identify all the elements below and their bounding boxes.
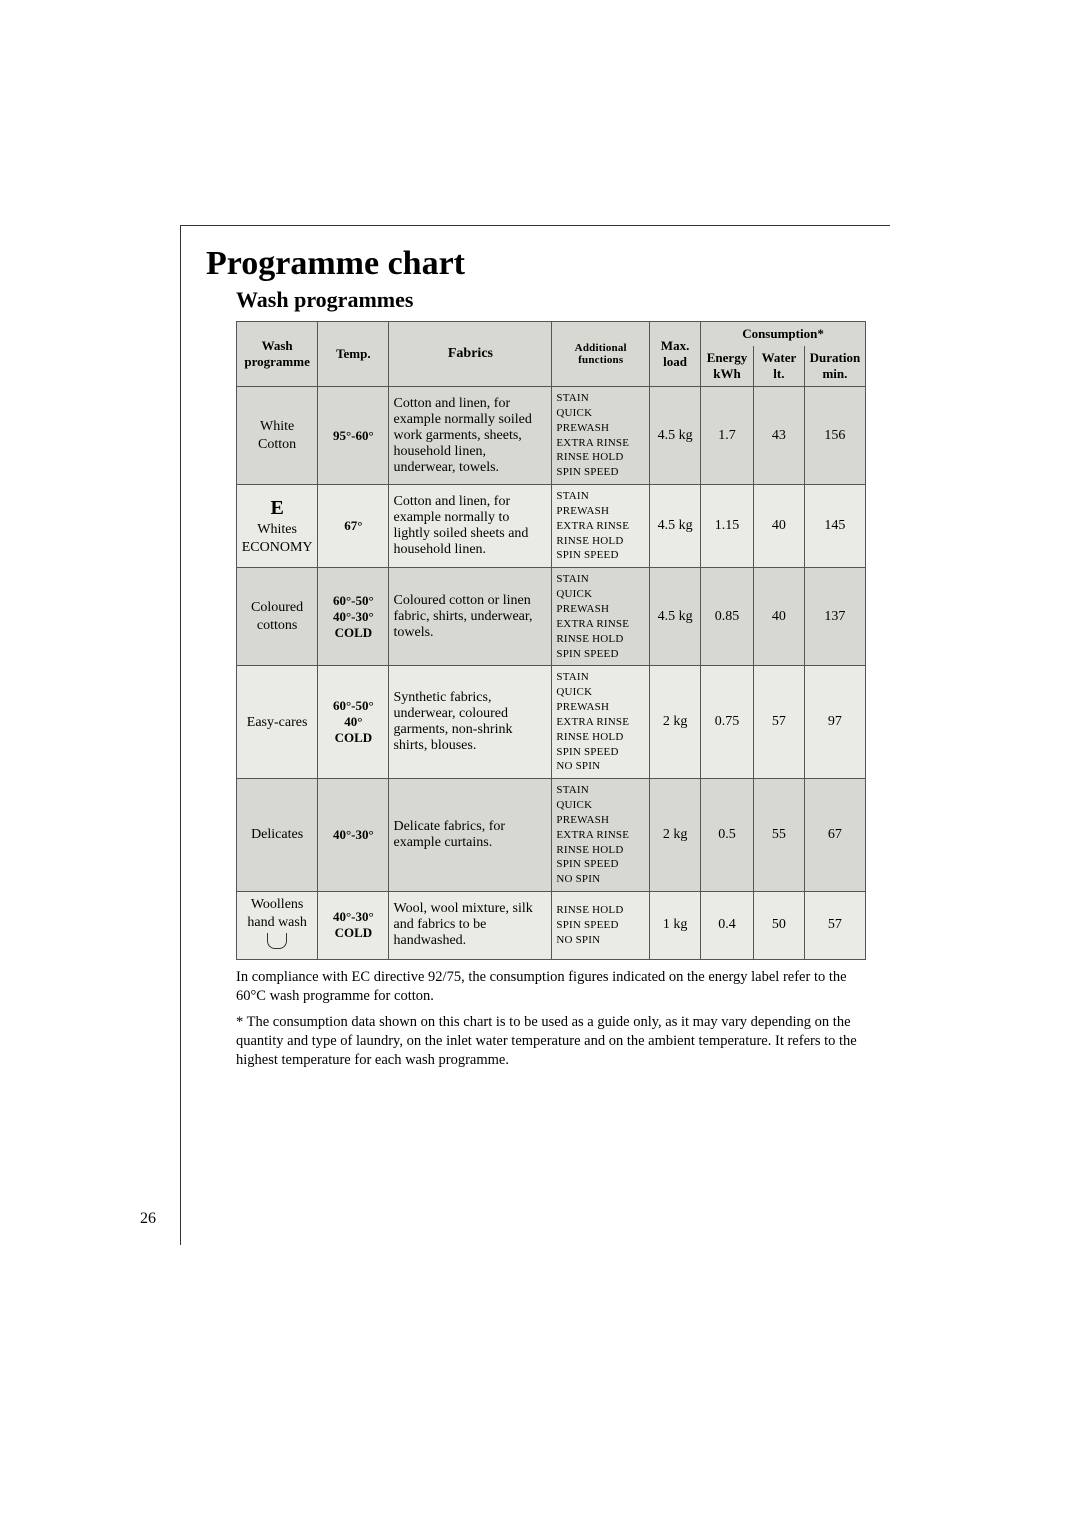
cell-programme: Delicates [237, 779, 318, 892]
cell-programme: Woollens hand wash [237, 892, 318, 960]
cell-water: 57 [753, 666, 804, 779]
cell-load: 2 kg [650, 666, 701, 779]
page-content: Programme chart Wash programmes Wash pro… [196, 225, 886, 1070]
cell-functions: STAIN PREWASH EXTRA RINSE RINSE HOLD SPI… [552, 485, 650, 568]
cell-water: 40 [753, 568, 804, 666]
cell-functions: STAIN QUICK PREWASH EXTRA RINSE RINSE HO… [552, 666, 650, 779]
section-subtitle: Wash programmes [236, 287, 886, 313]
cell-temp: 95°-60° [318, 387, 389, 485]
cell-duration: 57 [804, 892, 865, 960]
cell-temp: 40°-30° [318, 779, 389, 892]
cell-water: 40 [753, 485, 804, 568]
cell-duration: 145 [804, 485, 865, 568]
cell-load: 4.5 kg [650, 387, 701, 485]
cell-load: 2 kg [650, 779, 701, 892]
cell-energy: 0.4 [701, 892, 754, 960]
table-row: Woollens hand wash40°-30° COLDWool, wool… [237, 892, 866, 960]
cell-fabrics: Cotton and linen, for example normally t… [389, 485, 552, 568]
cell-energy: 0.85 [701, 568, 754, 666]
table-row: Delicates40°-30°Delicate fabrics, for ex… [237, 779, 866, 892]
cell-load: 1 kg [650, 892, 701, 960]
cell-fabrics: Coloured cotton or linen fabric, shirts,… [389, 568, 552, 666]
page-border-left [180, 225, 181, 1245]
footnote-ec-directive: In compliance with EC directive 92/75, t… [236, 968, 866, 1006]
cell-energy: 0.75 [701, 666, 754, 779]
header-load: Max. load [650, 322, 701, 387]
header-functions: Additional functions [552, 322, 650, 387]
table-header: Wash programme Temp. Fabrics Additional … [237, 322, 866, 387]
table-row: Coloured cottons60°-50° 40°-30° COLDColo… [237, 568, 866, 666]
cell-load: 4.5 kg [650, 485, 701, 568]
cell-temp: 60°-50° 40° COLD [318, 666, 389, 779]
cell-programme: Coloured cottons [237, 568, 318, 666]
cell-programme: EWhites ECONOMY [237, 485, 318, 568]
cell-load: 4.5 kg [650, 568, 701, 666]
cell-water: 43 [753, 387, 804, 485]
cell-fabrics: Wool, wool mixture, silk and fabrics to … [389, 892, 552, 960]
cell-functions: STAIN QUICK PREWASH EXTRA RINSE RINSE HO… [552, 568, 650, 666]
cell-duration: 67 [804, 779, 865, 892]
header-fabrics: Fabrics [389, 322, 552, 387]
cell-functions: STAIN QUICK PREWASH EXTRA RINSE RINSE HO… [552, 387, 650, 485]
table-row: White Cotton95°-60°Cotton and linen, for… [237, 387, 866, 485]
cell-energy: 1.7 [701, 387, 754, 485]
cell-water: 50 [753, 892, 804, 960]
cell-temp: 40°-30° COLD [318, 892, 389, 960]
header-duration: Duration min. [804, 346, 865, 387]
cell-functions: STAIN QUICK PREWASH EXTRA RINSE RINSE HO… [552, 779, 650, 892]
cell-temp: 60°-50° 40°-30° COLD [318, 568, 389, 666]
page-number: 26 [140, 1210, 156, 1228]
header-consumption: Consumption* [701, 322, 866, 347]
cell-energy: 0.5 [701, 779, 754, 892]
economy-e-icon: E [241, 496, 313, 521]
page-title: Programme chart [206, 245, 886, 283]
footnote-consumption-guide: * The consumption data shown on this cha… [236, 1013, 866, 1070]
cell-fabrics: Synthetic fabrics, underwear, coloured g… [389, 666, 552, 779]
programme-table: Wash programme Temp. Fabrics Additional … [236, 321, 866, 960]
table-row: Easy-cares60°-50° 40° COLDSynthetic fabr… [237, 666, 866, 779]
table-row: EWhites ECONOMY67°Cotton and linen, for … [237, 485, 866, 568]
handwash-icon [267, 933, 287, 949]
cell-fabrics: Cotton and linen, for example normally s… [389, 387, 552, 485]
header-temp: Temp. [318, 322, 389, 387]
cell-programme: White Cotton [237, 387, 318, 485]
cell-functions: RINSE HOLD SPIN SPEED NO SPIN [552, 892, 650, 960]
cell-water: 55 [753, 779, 804, 892]
cell-duration: 97 [804, 666, 865, 779]
cell-temp: 67° [318, 485, 389, 568]
header-water: Water lt. [753, 346, 804, 387]
cell-energy: 1.15 [701, 485, 754, 568]
cell-duration: 137 [804, 568, 865, 666]
cell-fabrics: Delicate fabrics, for example curtains. [389, 779, 552, 892]
header-programme: Wash programme [237, 322, 318, 387]
header-energy: Energy kWh [701, 346, 754, 387]
table-body: White Cotton95°-60°Cotton and linen, for… [237, 387, 866, 960]
cell-duration: 156 [804, 387, 865, 485]
cell-programme: Easy-cares [237, 666, 318, 779]
